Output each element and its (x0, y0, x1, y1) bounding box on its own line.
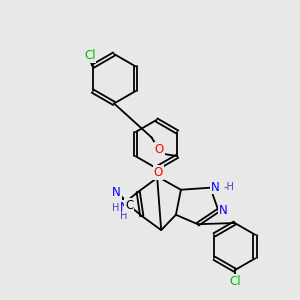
Text: H: H (112, 203, 119, 213)
Text: O: O (154, 166, 163, 179)
Text: -H: -H (224, 182, 235, 192)
Text: O: O (154, 143, 164, 156)
Text: H: H (120, 211, 128, 221)
Text: C: C (125, 199, 134, 212)
Text: Cl: Cl (229, 275, 241, 288)
Text: N: N (120, 201, 128, 214)
Text: N: N (211, 181, 219, 194)
Text: Cl: Cl (84, 49, 95, 62)
Text: N: N (112, 186, 121, 199)
Text: N: N (219, 205, 227, 218)
